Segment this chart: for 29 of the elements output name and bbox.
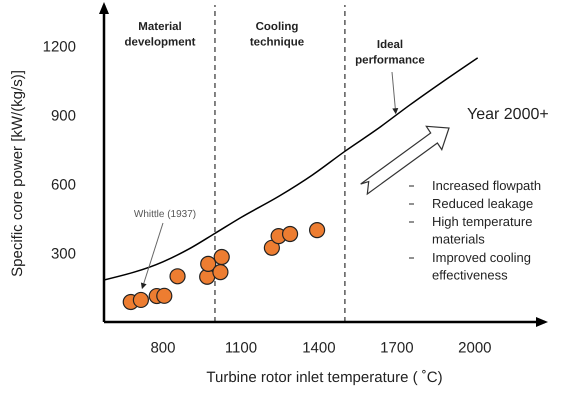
x-tick-label: 2000 (458, 340, 492, 357)
annotation: Reduced leakage (432, 196, 534, 211)
y-tick-label: 600 (50, 176, 76, 194)
annotation: Year 2000+ (467, 106, 549, 123)
y-tick-label: 1200 (42, 38, 76, 56)
annotation: Increased flowpath (432, 178, 542, 193)
annotation: Whittle (1937) (134, 209, 196, 220)
x-axis-title: Turbine rotor inlet temperature ( ˚C) (206, 369, 443, 386)
point (156, 288, 172, 304)
point (308, 222, 326, 238)
y-axis-title: Specific core power [kW/(kg/s)] (9, 70, 26, 277)
annotation: High temperature materials (432, 214, 532, 247)
x-tick-label: 1400 (302, 340, 336, 357)
point (282, 226, 298, 242)
annotation: Improved cooling effectiveness (432, 250, 531, 283)
point (200, 256, 216, 272)
point (212, 264, 229, 280)
x-tick-label: 800 (150, 340, 176, 357)
annotation: Cooling technique (250, 21, 304, 49)
point (132, 292, 149, 308)
point (264, 240, 280, 256)
x-tick-label: 1100 (224, 340, 258, 357)
x-tick-label: 1700 (380, 340, 414, 357)
annotation: Ideal performance (355, 39, 425, 67)
point (169, 268, 186, 284)
y-tick-label: 300 (50, 245, 76, 262)
y-tick-label: 900 (50, 108, 76, 125)
annotation: Material development (124, 21, 196, 49)
point (214, 248, 230, 266)
